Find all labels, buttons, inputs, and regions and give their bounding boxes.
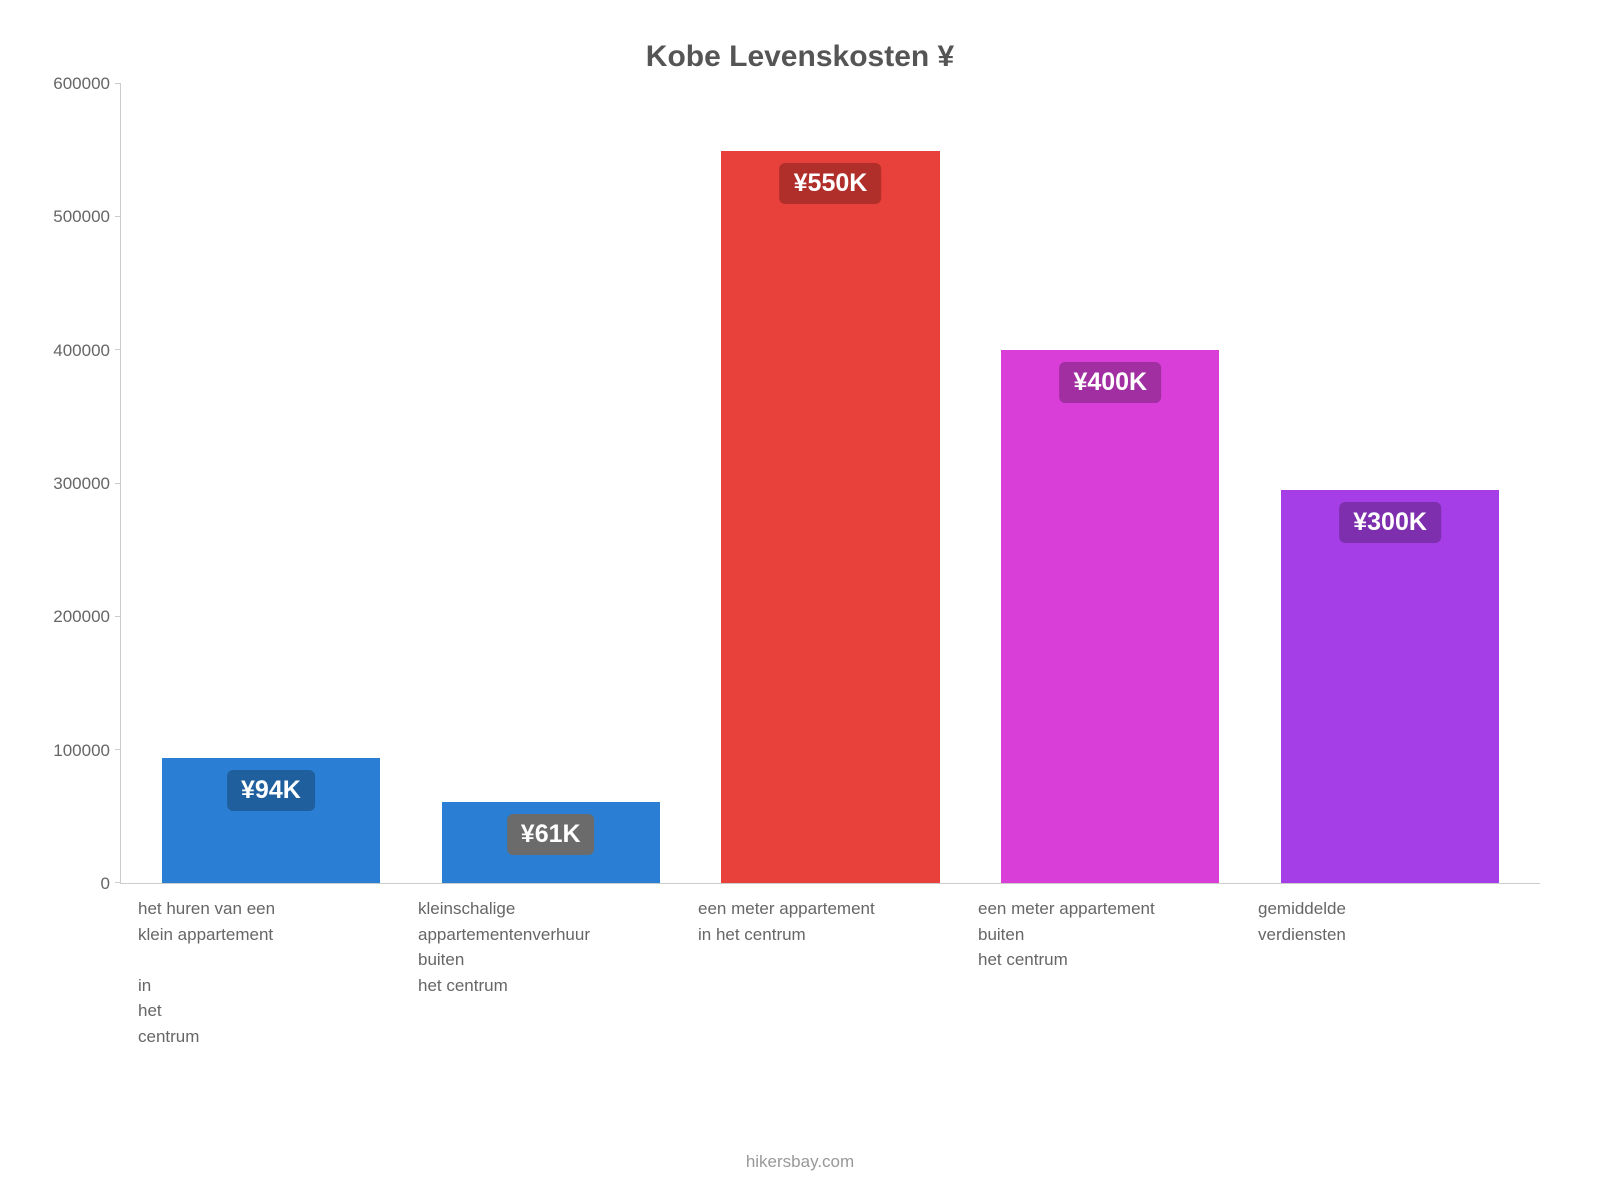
- bar-slot: ¥550K: [691, 84, 971, 883]
- x-axis-label: een meter appartement in het centrum: [690, 896, 970, 1049]
- y-tick-label: 500000: [40, 207, 110, 227]
- x-axis-label: kleinschalige appartementenverhuur buite…: [410, 896, 690, 1049]
- bar: ¥550K: [721, 151, 939, 883]
- bar: ¥300K: [1281, 490, 1499, 883]
- y-tick-mark: [115, 882, 121, 883]
- bar-value-label: ¥61K: [507, 814, 595, 855]
- y-tick-mark: [115, 483, 121, 484]
- y-tick-mark: [115, 349, 121, 350]
- chart-title: Kobe Levenskosten ¥: [40, 40, 1560, 74]
- bars-group: ¥94K ¥61K ¥550K ¥400K ¥300K: [121, 84, 1540, 883]
- plot-wrap: 0100000200000300000400000500000600000 ¥9…: [120, 84, 1540, 884]
- y-axis: 0100000200000300000400000500000600000: [40, 84, 120, 884]
- bar-value-label: ¥94K: [227, 770, 315, 811]
- y-tick-label: 0: [40, 874, 110, 894]
- bar: ¥400K: [1001, 350, 1219, 883]
- y-tick-mark: [115, 83, 121, 84]
- y-tick-label: 400000: [40, 341, 110, 361]
- plot-area: ¥94K ¥61K ¥550K ¥400K ¥300K: [120, 84, 1540, 884]
- y-tick-mark: [115, 749, 121, 750]
- attribution-text: hikersbay.com: [0, 1152, 1600, 1172]
- x-axis-label: het huren van een klein appartement in h…: [130, 896, 410, 1049]
- bar-slot: ¥94K: [131, 84, 411, 883]
- bar-value-label: ¥400K: [1059, 362, 1161, 403]
- y-tick-label: 300000: [40, 474, 110, 494]
- y-tick-mark: [115, 616, 121, 617]
- bar-slot: ¥61K: [411, 84, 691, 883]
- x-axis-labels: het huren van een klein appartement in h…: [120, 884, 1540, 1049]
- bar-value-label: ¥300K: [1339, 502, 1441, 543]
- chart-container: Kobe Levenskosten ¥ 01000002000003000004…: [0, 0, 1600, 1200]
- bar: ¥61K: [442, 802, 660, 883]
- bar-slot: ¥400K: [970, 84, 1250, 883]
- bar-slot: ¥300K: [1250, 84, 1530, 883]
- y-tick-label: 200000: [40, 607, 110, 627]
- y-tick-label: 600000: [40, 74, 110, 94]
- bar-value-label: ¥550K: [780, 163, 882, 204]
- y-tick-mark: [115, 216, 121, 217]
- x-axis-label: een meter appartement buiten het centrum: [970, 896, 1250, 1049]
- y-tick-label: 100000: [40, 741, 110, 761]
- x-axis-label: gemiddelde verdiensten: [1250, 896, 1530, 1049]
- bar: ¥94K: [162, 758, 380, 883]
